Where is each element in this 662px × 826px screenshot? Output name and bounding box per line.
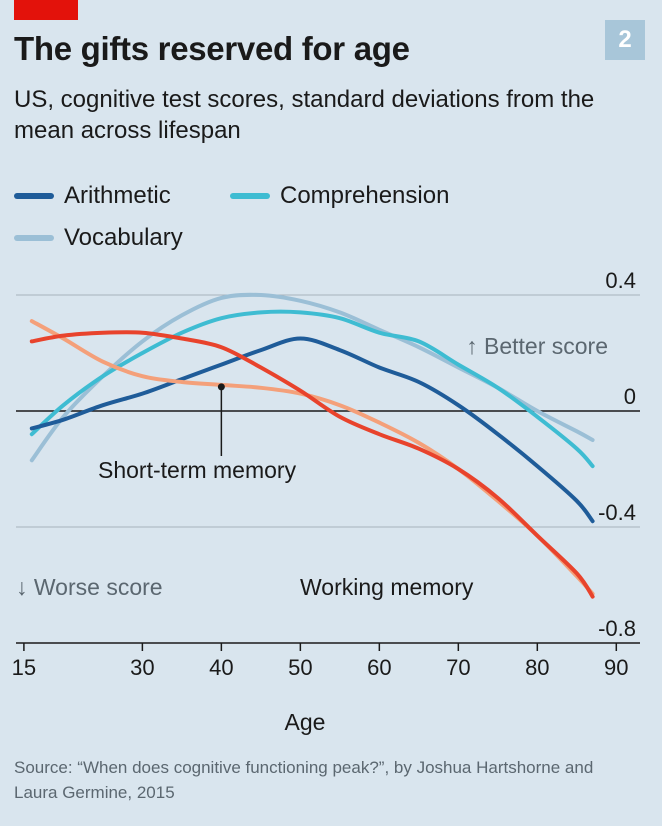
chart-title: The gifts reserved for age	[14, 30, 410, 67]
y-tick-label: -0.4	[598, 500, 636, 525]
y-tick-label: -0.8	[598, 616, 636, 641]
axis-ticks: 0.4 0 -0.4 -0.8 15 30 40 50 60 70 80 90	[12, 270, 636, 680]
y-tick-label: 0	[624, 384, 636, 409]
legend-swatch-arithmetic	[14, 193, 54, 199]
x-tick-label: 30	[130, 655, 154, 680]
legend-item-arithmetic: Arithmetic	[14, 182, 171, 210]
y-tick-label: 0.4	[605, 270, 636, 293]
x-tick-label: 15	[12, 655, 36, 680]
short-term-memory-pointer-dot	[217, 383, 225, 391]
x-tick-label: 50	[288, 655, 312, 680]
line-chart: 0.4 0 -0.4 -0.8 15 30 40 50 60 70 80 90 ↑ Better sc…	[12, 270, 640, 735]
chart-number-badge: 2	[605, 20, 645, 60]
series-lines	[29, 292, 595, 599]
x-tick-label: 70	[446, 655, 470, 680]
series-line-arithmetic	[29, 336, 595, 524]
series-line-vocabulary	[29, 292, 595, 463]
legend-item-vocabulary: Vocabulary	[14, 224, 183, 252]
x-tick-label: 60	[367, 655, 391, 680]
annotation-worse-score: ↓ Worse score	[16, 574, 163, 600]
x-tick-label: 80	[525, 655, 549, 680]
chart-subtitle: US, cognitive test scores, standard devi…	[14, 86, 595, 144]
x-tick-label: 40	[209, 655, 233, 680]
x-axis-label: Age	[285, 709, 326, 735]
legend-label-comprehension: Comprehension	[280, 182, 450, 209]
brand-red-tag	[14, 0, 78, 20]
legend-item-comprehension: Comprehension	[230, 182, 449, 210]
source-note: Source: “When does cognitive functioning…	[14, 758, 594, 802]
legend-label-arithmetic: Arithmetic	[64, 182, 171, 209]
legend-swatch-vocabulary	[14, 235, 54, 241]
annotation-working-memory: Working memory	[300, 574, 474, 600]
annotation-short-term-memory: Short-term memory	[98, 457, 297, 483]
series-line-comprehension	[29, 309, 595, 469]
legend-swatch-comprehension	[230, 193, 270, 199]
series-line-working	[29, 330, 595, 599]
annotation-better-score: ↑ Better score	[466, 333, 608, 359]
legend-label-vocabulary: Vocabulary	[64, 224, 183, 251]
x-tick-label: 90	[604, 655, 628, 680]
